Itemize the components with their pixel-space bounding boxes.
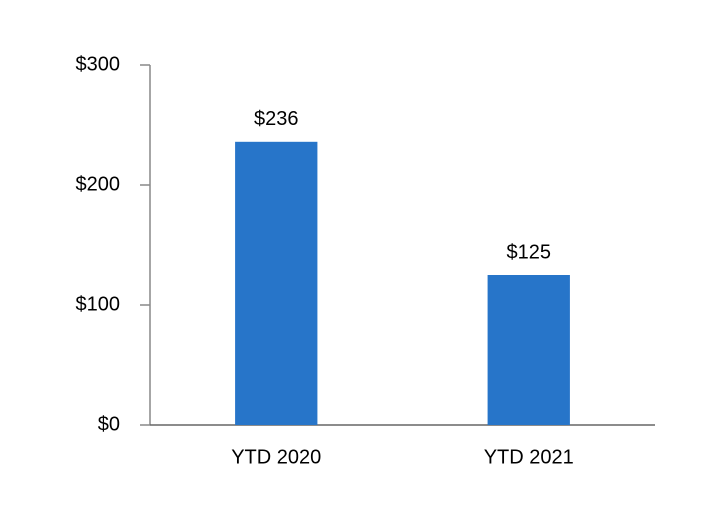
- y-tick-label: $100: [76, 293, 121, 315]
- data-label: $236: [254, 108, 299, 130]
- y-tick-label: $300: [76, 53, 121, 75]
- bar: [235, 141, 318, 426]
- data-label: $125: [507, 241, 552, 263]
- bar: [487, 275, 570, 425]
- x-tick-label: YTD 2021: [484, 446, 574, 468]
- y-tick-label: $200: [76, 173, 121, 195]
- y-tick-label: $0: [98, 413, 120, 435]
- x-tick-label: YTD 2020: [231, 446, 321, 468]
